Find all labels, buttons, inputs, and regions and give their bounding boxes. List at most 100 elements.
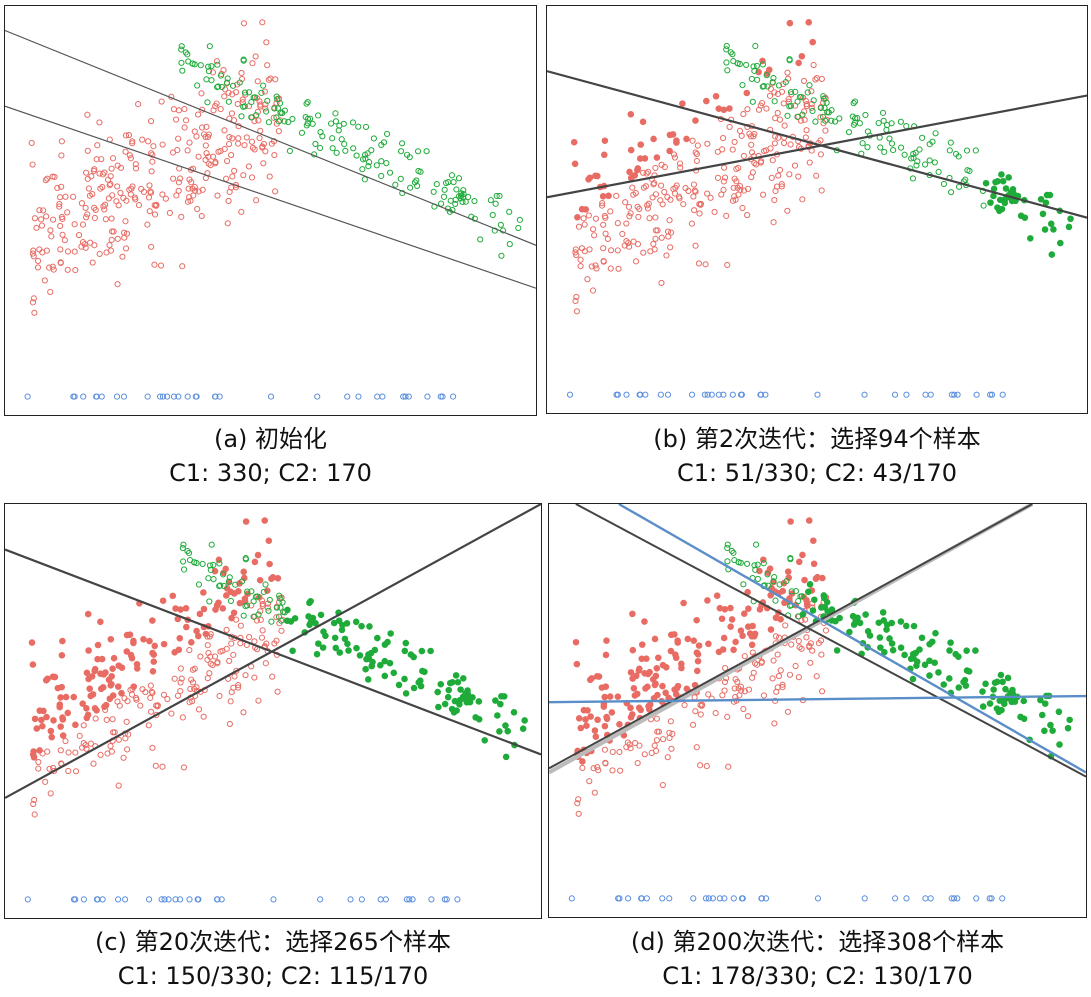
class2-point <box>286 147 294 155</box>
unlabeled-point <box>405 393 412 400</box>
class2-point <box>178 59 185 66</box>
class1-point <box>732 196 739 203</box>
class2-point <box>402 690 410 697</box>
class2-point <box>731 556 738 564</box>
class1-point <box>182 117 190 124</box>
class2-point <box>344 640 351 648</box>
class1-point <box>198 90 205 97</box>
class2-point <box>458 190 465 197</box>
class1-point <box>609 748 616 755</box>
class1-point <box>577 724 585 732</box>
class2-point <box>760 560 767 567</box>
class2-point <box>810 97 817 104</box>
class1-point <box>72 749 79 756</box>
class1-point <box>31 215 38 222</box>
unlabeled-point <box>98 393 105 400</box>
class2-point <box>750 63 757 70</box>
class1-point <box>572 297 579 305</box>
class2-point <box>427 647 434 655</box>
class1-point <box>80 739 87 747</box>
class2-point <box>809 607 817 614</box>
unlabeled-point <box>861 895 868 902</box>
class1-point <box>170 106 178 113</box>
class2-point <box>437 680 445 688</box>
class1-point <box>795 637 802 645</box>
class1-point <box>43 713 50 721</box>
class2-point <box>886 635 893 642</box>
class2-point <box>390 669 398 677</box>
unlabeled-point <box>861 391 868 398</box>
class2-point <box>897 118 904 125</box>
class1-point <box>802 134 809 141</box>
class2-point <box>496 192 503 200</box>
class1-point <box>108 236 115 243</box>
class1-point <box>84 147 91 154</box>
class1-point <box>186 647 193 654</box>
class1-point <box>221 127 228 134</box>
class1-point <box>629 711 636 718</box>
class1-point <box>33 224 40 231</box>
class1-point <box>583 722 590 730</box>
class1-point <box>232 184 240 191</box>
class1-point <box>810 560 818 568</box>
class1-point <box>240 568 247 576</box>
class1-point <box>572 246 579 253</box>
class2-point <box>236 79 243 86</box>
class2-point <box>378 158 385 165</box>
class1-point <box>270 114 277 121</box>
unlabeled-point <box>643 895 650 902</box>
class2-point <box>240 56 247 63</box>
class1-point <box>725 763 732 770</box>
class1-point <box>695 642 703 649</box>
class2-point <box>926 141 933 148</box>
class1-point <box>694 657 702 665</box>
class2-point <box>769 79 776 86</box>
class1-point <box>769 157 776 164</box>
class1-point <box>702 261 709 268</box>
class1-point <box>42 177 49 184</box>
class1-point <box>799 196 806 203</box>
class2-point <box>947 639 954 646</box>
class1-point <box>573 251 580 259</box>
class2-point <box>948 189 955 196</box>
class1-point <box>695 260 703 267</box>
class2-point <box>180 566 188 573</box>
class2-point <box>739 82 746 89</box>
class1-point <box>664 193 671 201</box>
scatter-plot-c <box>5 504 541 903</box>
class1-point <box>207 631 214 638</box>
class1-point <box>58 183 65 190</box>
class1-point <box>731 685 738 692</box>
class2-point <box>410 684 418 692</box>
class2-point <box>754 76 761 83</box>
class1-point <box>188 166 195 173</box>
class1-point <box>806 642 813 649</box>
class2-point <box>238 113 245 120</box>
class1-point <box>269 673 276 680</box>
class1-point <box>98 156 105 163</box>
class1-point <box>704 190 711 197</box>
class1-point <box>146 182 153 189</box>
class2-point <box>317 144 324 151</box>
unlabeled-point <box>951 391 958 398</box>
class2-point <box>492 200 499 207</box>
class2-point <box>724 544 731 552</box>
class1-point <box>219 605 227 612</box>
class2-point <box>986 700 994 707</box>
class1-point <box>801 576 808 584</box>
class2-point <box>754 561 761 568</box>
class1-point <box>634 759 641 767</box>
class1-point <box>256 576 264 584</box>
class2-point <box>502 753 510 761</box>
class1-point <box>817 151 824 158</box>
class1-point <box>782 622 789 629</box>
class1-point <box>114 183 121 190</box>
class1-point <box>127 686 134 694</box>
class1-point <box>647 248 654 255</box>
class1-point <box>149 689 156 696</box>
class2-point <box>1041 226 1049 233</box>
class2-point <box>265 607 272 614</box>
class1-point <box>703 97 710 105</box>
class2-point <box>792 587 799 595</box>
class1-point <box>697 762 704 769</box>
